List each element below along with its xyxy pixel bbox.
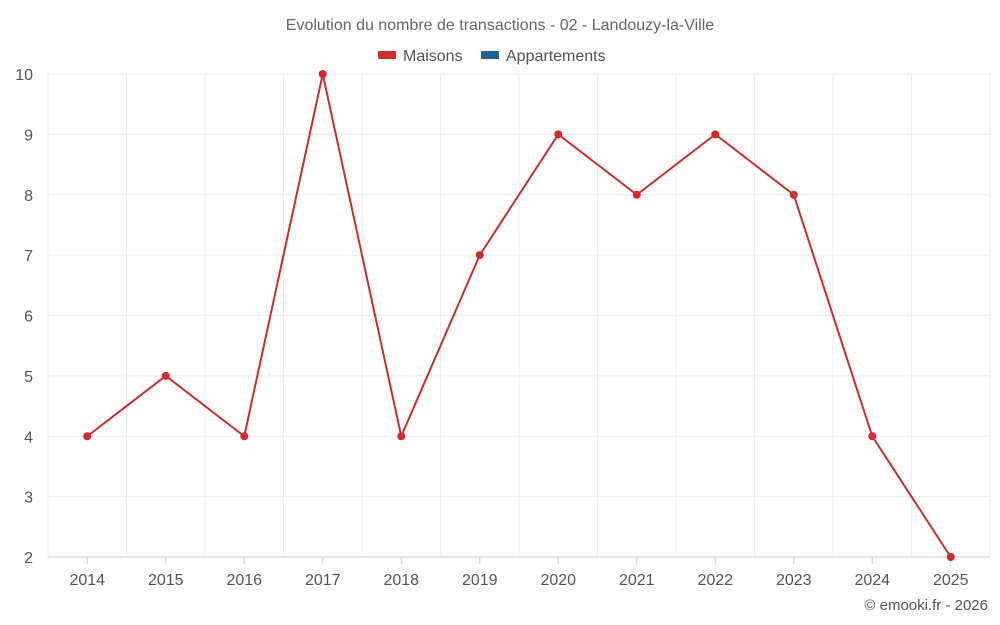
credit-text: © emooki.fr - 2026 xyxy=(864,597,988,614)
x-tick-label: 2021 xyxy=(619,572,655,589)
legend-item-appartements[interactable]: Appartements xyxy=(481,48,606,65)
y-tick-label: 8 xyxy=(24,188,33,205)
y-tick-label: 6 xyxy=(24,309,33,326)
y-tick-label: 7 xyxy=(24,248,33,265)
legend-item-maisons[interactable]: Maisons xyxy=(378,48,463,65)
data-point-maisons[interactable] xyxy=(632,190,641,199)
x-tick-label: 2016 xyxy=(226,572,262,589)
x-tick-label: 2017 xyxy=(305,572,341,589)
data-point-maisons[interactable] xyxy=(711,130,720,139)
series-line-maisons xyxy=(86,73,952,558)
x-tick-label: 2020 xyxy=(540,572,576,589)
x-tick-label: 2022 xyxy=(697,572,733,589)
data-point-maisons[interactable] xyxy=(397,432,406,441)
legend: Maisons Appartements xyxy=(378,48,606,65)
y-tick-label: 2 xyxy=(24,550,33,567)
y-tick-label: 9 xyxy=(24,127,33,144)
data-point-maisons[interactable] xyxy=(946,553,955,561)
x-tick-label: 2025 xyxy=(933,572,969,589)
legend-label-maisons: Maisons xyxy=(403,48,463,65)
data-point-maisons[interactable] xyxy=(789,190,798,199)
data-point-maisons[interactable] xyxy=(554,130,563,139)
x-tick-label: 2015 xyxy=(148,572,184,589)
legend-swatch-maisons xyxy=(378,51,396,59)
x-axis: 2014 2015 2016 2017 2018 2019 2020 2021 2022 2023… xyxy=(69,557,969,589)
gridlines xyxy=(47,73,991,558)
data-point-maisons[interactable] xyxy=(475,251,484,260)
x-tick-label: 2024 xyxy=(854,572,890,589)
x-tick-label: 2018 xyxy=(383,572,419,589)
series-maisons xyxy=(83,70,955,561)
data-point-maisons[interactable] xyxy=(161,371,170,380)
y-tick-label: 3 xyxy=(24,490,33,507)
chart-title: Evolution du nombre de transactions - 02… xyxy=(286,17,714,34)
data-point-maisons[interactable] xyxy=(240,432,249,441)
data-point-maisons[interactable] xyxy=(868,432,877,441)
y-tick-label: 4 xyxy=(24,429,33,446)
data-point-maisons[interactable] xyxy=(83,432,92,441)
y-tick-label: 5 xyxy=(24,369,33,386)
x-tick-label: 2023 xyxy=(776,572,812,589)
y-axis: 2 3 4 5 6 7 8 9 10 xyxy=(15,67,33,567)
legend-swatch-appartements xyxy=(481,51,499,59)
legend-label-appartements: Appartements xyxy=(506,48,606,65)
x-tick-label: 2019 xyxy=(462,572,498,589)
data-point-maisons[interactable] xyxy=(318,70,327,78)
y-tick-label: 10 xyxy=(15,67,33,84)
x-tick-label: 2014 xyxy=(69,572,105,589)
